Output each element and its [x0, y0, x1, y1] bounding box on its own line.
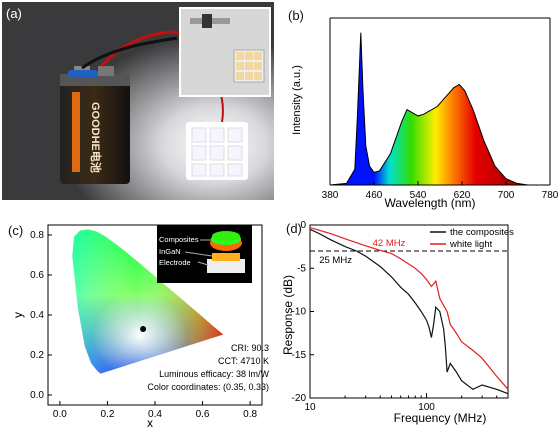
y-tick-label: 0.4: [30, 310, 44, 321]
panel-d: (d) 10 100 0 -5 -10 -15 -20 42 MHz 25 MHz the …: [280, 215, 560, 430]
y-tick-label: -15: [292, 350, 307, 361]
x-tick-label: 0.6: [196, 409, 210, 420]
x-tick-label: 0.8: [243, 409, 257, 420]
y-tick-label: -10: [292, 307, 307, 318]
y-axis-label: Intensity (a.u.): [291, 65, 303, 135]
spectrum-chart: 380 460 540 620 700 780 Wavelength (nm) Inten…: [291, 17, 559, 210]
x-tick-label: 100: [418, 402, 435, 413]
y-axis-label: y: [11, 312, 25, 318]
cie-diagram: 0.0 0.2 0.4 0.6 0.8 0.0 0.2 0.4 0.6 0.8 x y Compo…: [11, 224, 269, 430]
inset-label-electrode: Electrode: [159, 258, 191, 267]
x-tick-label: 380: [322, 190, 339, 201]
y-tick-label: 0: [300, 220, 306, 231]
y-tick-label: -20: [292, 393, 307, 404]
spectrum-fill: [330, 32, 550, 185]
inset-label-ingan: InGaN: [159, 247, 181, 256]
inset-label-composites: Composites: [159, 235, 199, 244]
panel-label-b: (b): [288, 8, 304, 23]
x-tick-label: 700: [498, 190, 515, 201]
annotation-cri: CRI: 90.3: [231, 343, 269, 353]
y-tick-label: 0.0: [30, 390, 44, 401]
panel-c: (c): [0, 215, 280, 430]
color-point: [140, 326, 147, 332]
spectrum-line: [329, 32, 550, 186]
y-tick-label: -5: [297, 263, 306, 274]
y-tick-label: 0.2: [30, 350, 44, 361]
x-axis-label: Wavelength (nm): [385, 196, 476, 210]
photo-panel-a: GOODHE电池 (a): [2, 2, 274, 200]
y-tick-label: 0.8: [30, 230, 44, 241]
legend-label: white light: [449, 239, 493, 250]
panel-label-d: (d): [286, 221, 302, 236]
annotation-coordinates: Color coordinates: (0.35, 0.33): [147, 382, 269, 392]
battery-label: GOODHE电池: [89, 102, 103, 173]
annotation-25mhz: 25 MHz: [319, 255, 352, 266]
legend-label: the composites: [450, 227, 514, 238]
x-tick-label: 620: [454, 190, 471, 201]
x-axis-label: x: [147, 416, 153, 430]
x-tick-label: 10: [304, 402, 316, 413]
x-tick-label: 0.2: [100, 409, 114, 420]
panel-label-c: (c): [8, 223, 24, 238]
battery-led-photo: GOODHE电池: [2, 2, 274, 200]
panel-b: (b) 380 460 540 620 700 780 Wavelength (nm) I…: [280, 0, 560, 215]
frequency-response-chart: 10 100 0 -5 -10 -15 -20 42 MHz 25 MHz the comp…: [281, 220, 514, 425]
x-tick-label: 0.0: [53, 409, 67, 420]
x-tick-label: 540: [410, 190, 427, 201]
x-tick-label: 0.4: [148, 409, 162, 420]
x-tick-label: 780: [542, 190, 559, 201]
x-axis-label: Frequency (MHz): [394, 411, 487, 425]
annotation-42mhz: 42 MHz: [373, 238, 406, 249]
x-tick-label: 460: [366, 190, 383, 201]
annotation-cct: CCT: 4710 K: [218, 356, 269, 366]
series-line-composites: [309, 228, 509, 395]
annotation-efficacy: Luminous efficacy: 38 lm/W: [159, 369, 269, 379]
y-tick-label: 0.6: [30, 270, 44, 281]
panel-label-a: (a): [6, 6, 22, 21]
series-line-white-light: [309, 227, 509, 390]
y-axis-label: Response (dB): [281, 275, 295, 355]
